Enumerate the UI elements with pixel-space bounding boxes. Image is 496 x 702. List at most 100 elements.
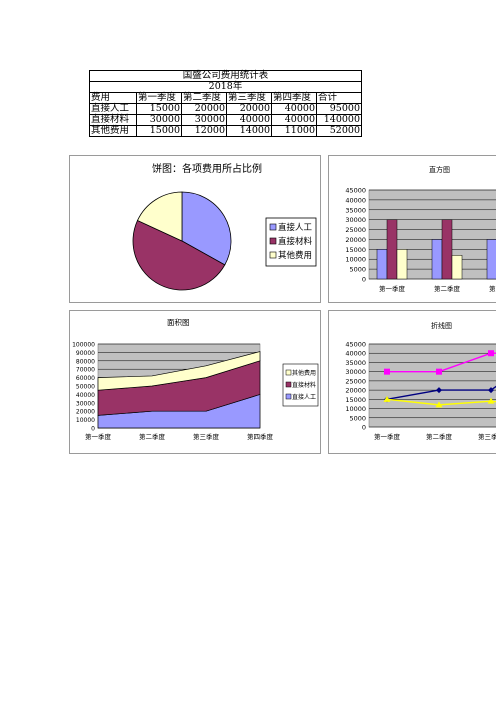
table-year: 2018年 [89,81,362,93]
y-tick-label: 20000 [345,236,366,244]
plot-area [368,343,496,428]
line-point [384,368,390,375]
y-tick-label: 40000 [345,196,366,204]
legend-label: 其他费用 [278,250,312,261]
y-tick-label: 35000 [345,206,366,214]
chart-title: 面积图 [167,317,190,327]
table-cell[interactable]: 95000 [316,103,362,115]
y-tick-label: 90000 [76,350,95,357]
table-cell[interactable]: 其他费用 [89,125,137,137]
table-cell[interactable]: 20000 [226,103,272,115]
x-tick-label: 第一季度 [379,284,406,293]
area-series [97,351,261,391]
x-tick-label: 第三季度 [489,284,496,293]
y-tick-label: 10000 [345,405,366,413]
table-cell[interactable]: 12000 [181,125,227,137]
line-point [487,397,495,404]
line-point [436,368,442,375]
header-cell[interactable]: 费用 [89,92,137,104]
table-cell[interactable]: 40000 [226,114,272,126]
bar [431,239,443,280]
legend-swatch [269,223,277,231]
header-cell[interactable]: 合计 [316,92,362,104]
y-tick-label: 60000 [76,375,95,382]
y-tick-label: 35000 [345,359,366,367]
y-tick-label: 100000 [72,342,95,349]
pie-slice [132,219,226,291]
y-tick-label: 5000 [349,266,366,274]
line-chart[interactable]: 折线图 0 5000 10000 15000 20000 25000 30000 35000 40… [328,310,496,454]
y-tick-label: 0 [362,424,366,432]
x-tick-label: 第一季度 [374,432,401,441]
table-cell[interactable]: 30000 [136,114,182,126]
line-point [435,401,443,408]
y-tick-label: 25000 [345,226,366,234]
expense-table: 国盛公司费用统计表 2018年 费用 第一季度 第二季度 第三季度 第四季度 合… [89,70,362,137]
bar [486,239,496,280]
line-series [386,398,496,406]
y-tick-label: 80000 [76,358,95,365]
x-tick-label: 第二季度 [139,432,166,441]
y-tick-label: 50000 [76,384,95,391]
y-tick-label: 40000 [76,392,95,399]
header-cell[interactable]: 第一季度 [136,92,182,104]
pie-slice [136,191,183,242]
x-tick-label: 第一季度 [85,432,112,441]
pie-slice [181,191,232,266]
line-point [436,387,442,394]
y-tick-label: 40000 [345,350,366,358]
legend-label: 直接材料 [292,381,316,389]
header-cell[interactable]: 第四季度 [271,92,317,104]
legend-label: 直接材料 [278,236,313,247]
table-cell[interactable]: 直接人工 [89,103,137,115]
table-title: 国盛公司费用统计表 [89,70,362,82]
line-point [488,387,494,394]
y-tick-label: 30000 [345,368,366,376]
header-cell[interactable]: 第三季度 [226,92,272,104]
x-tick-label: 第三季度 [193,432,220,441]
y-tick-label: 15000 [345,396,366,404]
line-point [488,350,494,357]
line-series [386,385,496,401]
line-series [387,352,496,373]
table-cell[interactable]: 30000 [181,114,227,126]
y-tick-label: 0 [91,426,95,433]
legend-label: 其他费用 [292,369,316,377]
table-cell[interactable]: 直接材料 [89,114,137,126]
legend-swatch [285,381,292,388]
table-cell[interactable]: 40000 [271,114,317,126]
bar [376,249,388,280]
table-cell[interactable]: 11000 [271,125,317,137]
table-header-row: 费用 第一季度 第二季度 第三季度 第四季度 合计 [89,92,362,104]
table-cell[interactable]: 140000 [316,114,362,126]
y-tick-label: 20000 [76,409,95,416]
table-row: 直接材料 30000 30000 40000 40000 140000 [89,114,362,126]
bar [386,219,398,280]
chart-title: 折线图 [431,321,452,330]
chart-title: 直方图 [429,165,450,174]
legend-swatch [285,393,292,400]
bar [441,219,453,280]
table-cell[interactable]: 15000 [136,103,182,115]
table-cell[interactable]: 14000 [226,125,272,137]
table-cell[interactable]: 20000 [181,103,227,115]
pie-chart[interactable]: 饼图：各项费用所占比例 直接人工 直接材料 其他费用 [69,155,321,303]
table-cell[interactable]: 40000 [271,103,317,115]
y-tick-label: 10000 [76,417,95,424]
y-tick-label: 10000 [345,256,366,264]
table-cell[interactable]: 52000 [316,125,362,137]
table-cell[interactable]: 15000 [136,125,182,137]
y-tick-label: 45000 [345,341,366,349]
y-tick-label: 5000 [349,414,366,422]
area-chart[interactable]: 面积图 0 10000 20000 30000 40000 50000 60000 70000 8… [69,310,321,454]
line-point [383,395,391,402]
y-tick-label: 70000 [76,367,95,374]
y-tick-label: 30000 [76,400,95,407]
y-tick-label: 30000 [345,216,366,224]
bar-chart-svg: 直方图 0 5000 10000 15000 20000 25000 30000 35000 40… [345,165,496,293]
bar-chart[interactable]: 直方图 0 5000 10000 15000 20000 25000 30000 35000 40… [328,155,496,303]
header-cell[interactable]: 第二季度 [181,92,227,104]
